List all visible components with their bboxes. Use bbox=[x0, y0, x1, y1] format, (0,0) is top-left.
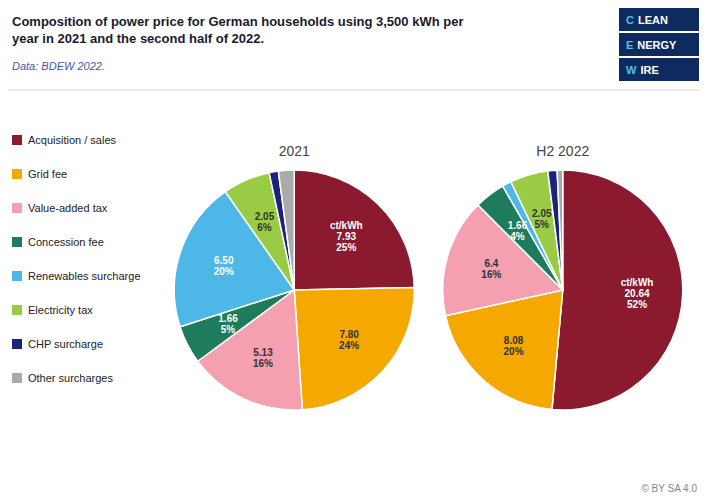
data-label: 2.056% bbox=[255, 211, 275, 233]
data-label-line: 4% bbox=[510, 231, 525, 242]
data-label-line: 5.13 bbox=[253, 347, 273, 358]
license: © BY SA 4.0 bbox=[641, 483, 697, 494]
data-label-line: 16% bbox=[253, 358, 273, 369]
legend-item: Value-added tax bbox=[12, 202, 108, 214]
data-label-line: ct/kWh bbox=[621, 277, 654, 288]
pie-slice: CHP surcharge bbox=[548, 170, 563, 290]
data-label: 7.8024% bbox=[339, 329, 359, 351]
legend-item: Acquisition / sales bbox=[12, 134, 117, 146]
data-label-line: 6.4 bbox=[484, 258, 498, 269]
title: Composition of power price for German ho… bbox=[12, 14, 463, 46]
logo: C LEAN E NERGY WIRE bbox=[619, 8, 699, 81]
data-label-line: 1.66 bbox=[508, 220, 528, 231]
logo-text: E NERGY bbox=[626, 39, 677, 51]
data-label-line: 1.66 bbox=[218, 313, 238, 324]
data-label: 2.055% bbox=[532, 208, 552, 230]
data-label-line: 5% bbox=[535, 219, 550, 230]
data-label-line: 8.08 bbox=[504, 335, 524, 346]
legend: Acquisition / sales Grid fee Value-added t… bbox=[12, 134, 141, 384]
legend-label: Grid fee bbox=[28, 168, 67, 180]
pie-slice: Acquisition / sales bbox=[294, 170, 414, 290]
legend-swatch bbox=[12, 373, 22, 383]
data-label: 8.0820% bbox=[504, 335, 524, 357]
pie-slice: Other surcharges bbox=[557, 170, 563, 290]
data-label-line: ct/kWh bbox=[330, 220, 363, 231]
divider bbox=[8, 90, 699, 91]
legend-item: Concession fee bbox=[12, 236, 104, 248]
data-label: 6.5020% bbox=[214, 255, 234, 277]
legend-label: Other surcharges bbox=[28, 372, 113, 384]
data-label-line: 6% bbox=[257, 222, 272, 233]
data-label-line: 20% bbox=[504, 346, 524, 357]
logo-initial: E bbox=[626, 39, 633, 51]
data-label-line: 2.05 bbox=[532, 208, 552, 219]
pie-slice: Electricity tax bbox=[511, 171, 563, 290]
data-label-line: 6.50 bbox=[214, 255, 234, 266]
title-line: year in 2021 and the second half of 2022… bbox=[12, 31, 264, 46]
logo-rest: IRE bbox=[640, 64, 658, 76]
legend-item: Other surcharges bbox=[12, 372, 113, 384]
legend-item: Renewables surcharge bbox=[12, 270, 141, 282]
data-label-line: 20% bbox=[214, 266, 234, 277]
data-label-line: 2.05 bbox=[255, 211, 275, 222]
subtitle: Data: BDEW 2022. bbox=[12, 60, 105, 72]
logo-box bbox=[619, 8, 699, 31]
pie-slices: Acquisition / salesGrid feeValue-added t… bbox=[443, 170, 683, 410]
chart-root: Composition of power price for German ho… bbox=[0, 0, 707, 500]
legend-label: Value-added tax bbox=[28, 202, 108, 214]
data-labels: ct/kWh20.6452%8.0820%6.416%1.664%2.055% bbox=[481, 208, 653, 357]
logo-initial: W bbox=[626, 64, 637, 76]
data-label-line: 7.93 bbox=[337, 231, 357, 242]
data-label: 5.1316% bbox=[253, 347, 273, 369]
pie-slices: Acquisition / salesGrid feeValue-added t… bbox=[174, 170, 414, 410]
data-label: ct/kWh20.6452% bbox=[621, 277, 654, 310]
legend-item: Electricity tax bbox=[12, 304, 93, 316]
data-label-line: 52% bbox=[627, 299, 647, 310]
pie-title: H2 2022 bbox=[536, 143, 589, 159]
legend-item: CHP surcharge bbox=[12, 338, 103, 350]
title-line: Composition of power price for German ho… bbox=[12, 14, 463, 29]
legend-swatch bbox=[12, 339, 22, 349]
data-labels: ct/kWh7.9325% 7.8024% 5.1316% 1.665% 6.5020%… bbox=[214, 211, 363, 369]
legend-item: Grid fee bbox=[12, 168, 67, 180]
logo-rest: NERGY bbox=[637, 39, 677, 51]
legend-swatch bbox=[12, 305, 22, 315]
data-label: 1.664% bbox=[508, 220, 528, 242]
legend-swatch bbox=[12, 271, 22, 281]
legend-swatch bbox=[12, 135, 22, 145]
legend-swatch bbox=[12, 203, 22, 213]
logo-text: C LEAN bbox=[626, 14, 668, 26]
pie-slice: Other surcharges bbox=[278, 170, 294, 290]
legend-label: Concession fee bbox=[28, 236, 104, 248]
data-label-line: 7.80 bbox=[339, 329, 359, 340]
data-label-line: 24% bbox=[339, 340, 359, 351]
legend-label: Acquisition / sales bbox=[28, 134, 117, 146]
logo-box bbox=[619, 33, 699, 56]
chart-svg: Composition of power price for German ho… bbox=[0, 0, 707, 500]
pie-slice: Grid fee bbox=[294, 287, 414, 409]
logo-rest: LEAN bbox=[638, 14, 668, 26]
logo-box bbox=[619, 58, 699, 81]
data-label-line: 5% bbox=[221, 324, 236, 335]
data-label: ct/kWh7.9325% bbox=[330, 220, 363, 253]
data-label: 6.416% bbox=[481, 258, 501, 280]
data-label-line: 20.64 bbox=[625, 288, 650, 299]
data-label-line: 25% bbox=[336, 242, 356, 253]
legend-swatch bbox=[12, 237, 22, 247]
pie-title: 2021 bbox=[279, 143, 310, 159]
legend-label: Electricity tax bbox=[28, 304, 93, 316]
logo-initial: C bbox=[626, 14, 634, 26]
data-label-line: 16% bbox=[481, 269, 501, 280]
logo-text: WIRE bbox=[626, 64, 659, 76]
legend-swatch bbox=[12, 169, 22, 179]
legend-label: CHP surcharge bbox=[28, 338, 103, 350]
data-label: 1.665% bbox=[218, 313, 238, 335]
legend-label: Renewables surcharge bbox=[28, 270, 141, 282]
pie-slice: Acquisition / sales bbox=[552, 170, 683, 410]
